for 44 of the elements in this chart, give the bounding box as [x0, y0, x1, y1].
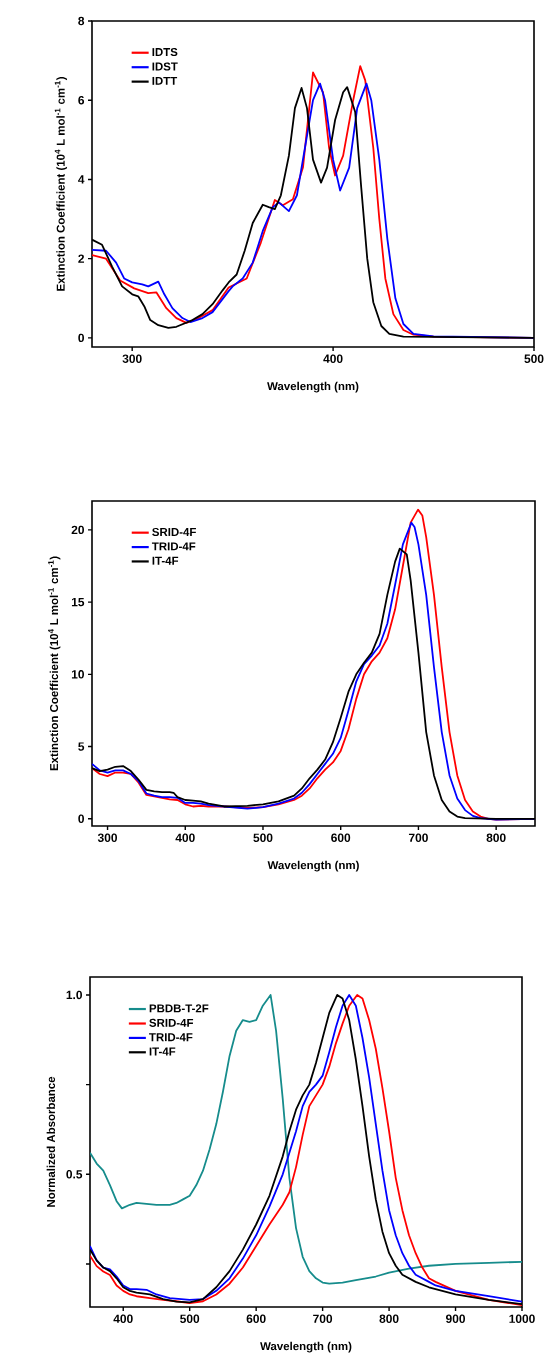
y-tick-label: 0 [78, 814, 84, 823]
x-tick-label: 900 [445, 1314, 466, 1323]
legend-label: SRID-4F [149, 1018, 194, 1027]
y-tick-label: 10 [71, 670, 84, 679]
y-tick-label: 0.5 [66, 1170, 83, 1179]
x-tick-label: 300 [97, 833, 118, 842]
y-tick-label: 8 [78, 16, 85, 26]
x-axis-title: Wavelength (nm) [260, 1341, 352, 1353]
y-tick-label: 1.0 [66, 990, 82, 1000]
x-tick-label: 700 [313, 1314, 333, 1323]
y-tick-label: 5 [78, 742, 85, 751]
y-axis-title: Extinction Coefficient (10$^{4}$ L mol$^{-1}$ cm$^{-1}$) [48, 556, 61, 771]
x-tick-label: 800 [486, 833, 506, 842]
legend-label: SRID-4F [152, 527, 196, 537]
x-tick-label: 400 [323, 354, 343, 363]
y-tick-label: 15 [71, 597, 85, 607]
x-tick-label: 800 [379, 1314, 399, 1323]
legend-label: IDTS [152, 47, 178, 57]
x-tick-label: 600 [331, 833, 351, 842]
x-tick-label: 600 [246, 1314, 266, 1323]
y-tick-label: 20 [71, 525, 84, 535]
y-tick-label: 2 [78, 254, 85, 263]
legend-label: PBDB-T-2F [149, 1004, 209, 1013]
x-tick-label: 500 [253, 833, 273, 842]
x-tick-label: 300 [122, 354, 142, 363]
legend-label: IT-4F [149, 1047, 176, 1056]
x-tick-label: 1000 [509, 1314, 535, 1323]
x-tick-label: 500 [180, 1314, 200, 1323]
x-axis-title: Wavelength (nm) [267, 860, 359, 872]
x-axis-title: Wavelength (nm) [267, 381, 359, 393]
legend-label: TRID-4F [151, 542, 196, 551]
x-tick-label: 700 [408, 833, 428, 842]
x-tick-label: 400 [175, 833, 195, 842]
y-tick-label: 4 [78, 175, 85, 184]
y-tick-label: 6 [78, 95, 85, 105]
y-axis-title: Normalized Absorbance [46, 1076, 56, 1207]
legend-label: TRID-4F [149, 1033, 193, 1042]
legend-label: IT-4F [152, 556, 179, 565]
x-tick-label: 400 [113, 1314, 133, 1323]
y-axis-title: Extinction Coefficient (10$^{4}$ L mol$^{-1}$ cm$^{-1}$) [54, 77, 68, 291]
x-tick-label: 500 [524, 354, 544, 363]
legend-label: IDTT [152, 76, 178, 85]
legend-label: IDST [152, 62, 178, 71]
y-tick-label: 0 [78, 333, 84, 343]
